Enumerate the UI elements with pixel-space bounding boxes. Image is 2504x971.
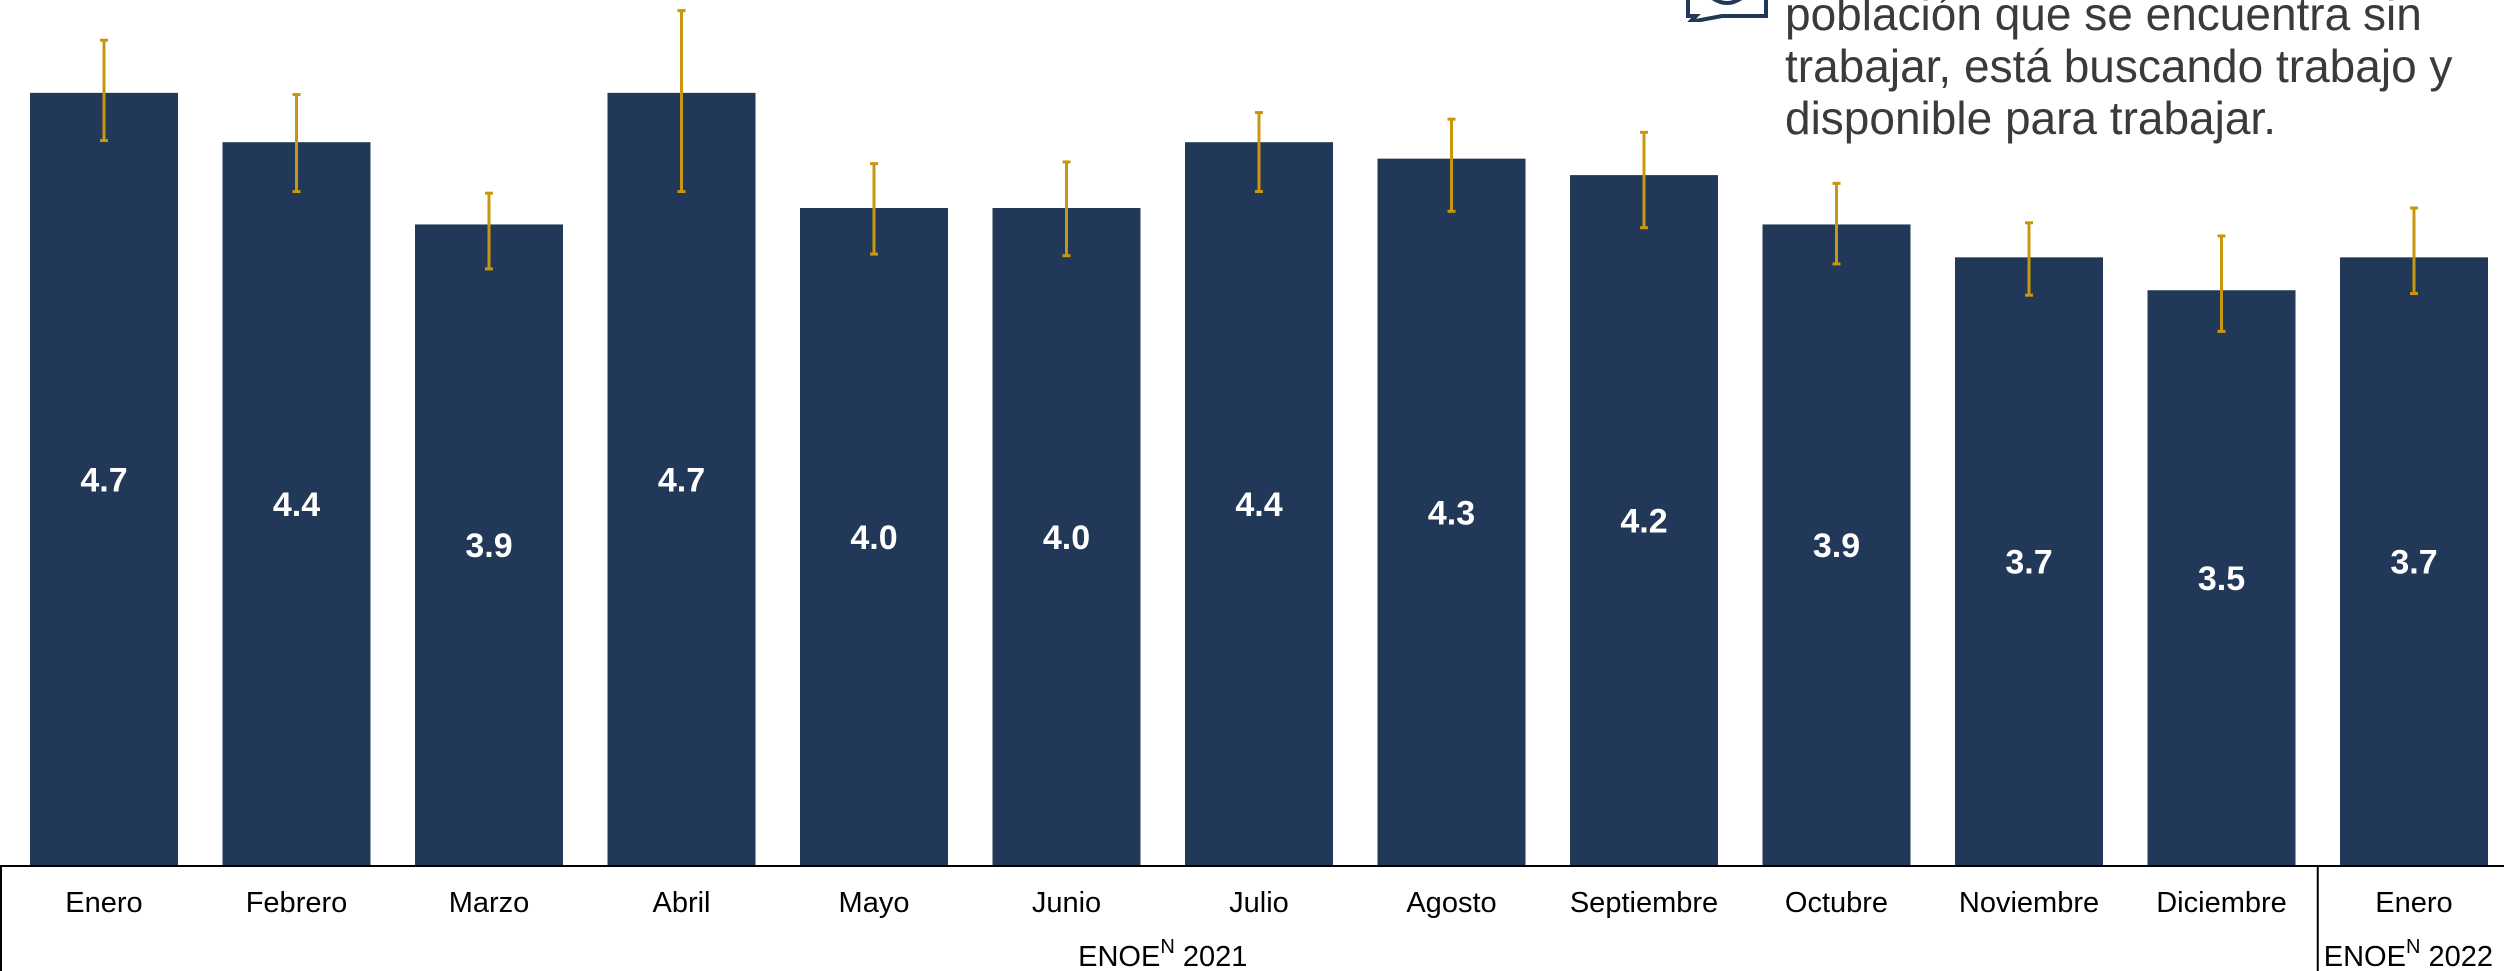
bar-8 [1377, 158, 1526, 866]
error-bar-9 [1640, 130, 1648, 230]
value-label-12: 3.5 [2198, 560, 2245, 598]
bar-10 [1762, 224, 1911, 866]
category-label-6: Junio [1032, 887, 1101, 919]
value-label-13: 3.7 [2390, 544, 2437, 582]
category-label-3: Marzo [449, 887, 530, 919]
bar-1 [30, 92, 178, 867]
value-label-7: 4.4 [1235, 486, 1282, 524]
bar-7 [1185, 142, 1333, 866]
value-label-8: 4.3 [1428, 494, 1475, 532]
value-label-2: 4.4 [273, 486, 320, 524]
error-bar-13 [2410, 206, 2418, 296]
value-label-1: 4.7 [80, 461, 127, 499]
value-label-3: 3.9 [465, 527, 512, 565]
category-label-12: Diciembre [2156, 887, 2287, 919]
category-label-10: Octubre [1785, 887, 1888, 919]
bar-13 [2340, 257, 2488, 867]
error-bar-6 [1062, 160, 1071, 258]
bar-9 [1570, 175, 1718, 867]
group-labels: ENOEN 2021 ENOEN 2022 [1078, 936, 2493, 971]
error-bar-10 [1832, 181, 1841, 266]
definition-note: población que se encuentra sin trabajar,… [1785, 0, 2495, 144]
group-label-1: ENOEN 2021 [1078, 936, 1247, 971]
bar-12 [2147, 290, 2296, 866]
bar-5 [800, 208, 948, 866]
category-label-2: Febrero [246, 887, 348, 919]
speech-bubble-icon [1686, 0, 1768, 22]
category-label-13: Enero [2375, 887, 2452, 919]
bar-6 [992, 208, 1141, 866]
value-label-10: 3.9 [1813, 527, 1860, 565]
bar-4 [607, 92, 756, 867]
error-bars [100, 9, 2418, 333]
error-bar-3 [485, 191, 493, 271]
category-label-8: Agosto [1406, 887, 1496, 919]
category-axis: Enero Febrero Marzo Abril Mayo Junio Julio Agos… [0, 865, 2504, 971]
bars [30, 92, 2488, 867]
error-bar-11 [2025, 221, 2033, 297]
category-label-7: Julio [1229, 887, 1289, 919]
error-bar-1 [100, 38, 108, 143]
group-label-2: ENOEN 2022 [2324, 936, 2493, 971]
category-label-5: Mayo [839, 887, 910, 919]
category-label-1: Enero [65, 887, 142, 919]
bar-3 [415, 224, 563, 866]
value-label-9: 4.2 [1620, 503, 1667, 541]
error-bar-7 [1255, 111, 1263, 194]
error-bar-12 [2217, 234, 2226, 333]
note-line-3: disponible para trabajar. [1785, 92, 2276, 144]
bar-11 [1955, 257, 2103, 867]
value-label-4: 4.7 [658, 461, 705, 499]
category-label-4: Abril [652, 887, 710, 919]
note-line-2: trabajar, está buscando trabajo y [1785, 40, 2453, 92]
value-labels: 4.7 4.4 3.9 4.7 4.0 4.0 4.4 4.3 4.2 3.9 3.7 3.5 3.7 [80, 461, 2437, 598]
error-bar-2 [292, 92, 301, 194]
value-label-11: 3.7 [2005, 544, 2052, 582]
category-label-11: Noviembre [1959, 887, 2099, 919]
value-label-5: 4.0 [850, 519, 897, 557]
value-label-6: 4.0 [1043, 519, 1090, 557]
error-bar-4 [677, 9, 686, 194]
error-bar-5 [870, 162, 878, 256]
category-label-9: Septiembre [1570, 887, 1718, 919]
bar-2 [222, 142, 371, 866]
note-line-1: población que se encuentra sin [1785, 0, 2422, 40]
error-bar-8 [1447, 117, 1456, 213]
